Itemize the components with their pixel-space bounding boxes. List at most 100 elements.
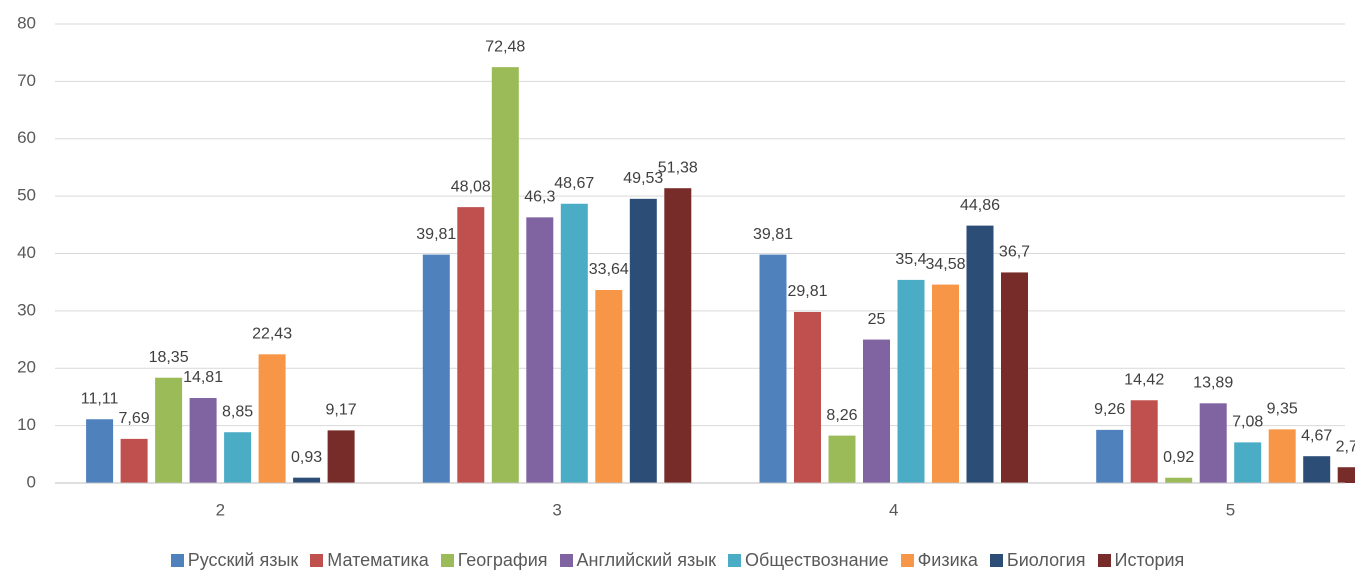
bar bbox=[1096, 429, 1124, 483]
bar bbox=[828, 435, 856, 483]
bar bbox=[293, 477, 321, 483]
legend-label: География bbox=[457, 550, 548, 570]
legend-swatch bbox=[170, 554, 184, 567]
legend-label: Английский язык bbox=[576, 550, 717, 570]
bar bbox=[794, 311, 821, 483]
chart: 0 10 20 30 40 50 60 70 80 2 11,117,69 18,35 14,81 8,8… bbox=[17, 13, 1355, 519]
bar bbox=[526, 217, 554, 483]
bar bbox=[595, 289, 623, 483]
legend-label: История bbox=[1114, 550, 1185, 570]
bar bbox=[155, 377, 183, 483]
value-label: 49,53 bbox=[623, 170, 663, 187]
x-tick-label: 4 bbox=[889, 500, 898, 519]
value-label: 9,35 bbox=[1267, 401, 1298, 418]
bar bbox=[1001, 272, 1028, 483]
bar bbox=[491, 67, 519, 484]
bar bbox=[457, 207, 485, 484]
value-label: 25 bbox=[868, 311, 886, 328]
bar bbox=[189, 398, 217, 483]
bar bbox=[664, 188, 692, 483]
legend-swatch bbox=[1097, 554, 1111, 567]
y-tick-label: 10 bbox=[17, 415, 36, 434]
value-label: 18,35 bbox=[149, 349, 189, 366]
value-label: 51,38 bbox=[658, 159, 698, 176]
value-label: 8,85 bbox=[222, 403, 253, 420]
bar bbox=[966, 225, 994, 483]
legend-item: Физика bbox=[900, 550, 978, 571]
legend-swatch bbox=[989, 554, 1003, 567]
y-tick-label: 80 bbox=[17, 13, 36, 32]
legend-label: Физика bbox=[917, 550, 978, 570]
bar bbox=[422, 254, 450, 483]
value-label: 4,67 bbox=[1301, 427, 1332, 444]
value-label: 22,43 bbox=[252, 326, 292, 343]
bar bbox=[759, 254, 787, 483]
legend-label: Русский язык bbox=[187, 550, 299, 570]
bar bbox=[86, 419, 114, 483]
value-label: 0,93 bbox=[291, 449, 322, 466]
value-label: 14,81 bbox=[183, 369, 223, 386]
legend-label: Математика bbox=[327, 550, 429, 570]
legend-swatch bbox=[728, 554, 742, 567]
bar bbox=[629, 198, 657, 483]
value-label: 39,81 bbox=[416, 226, 456, 243]
bar bbox=[1268, 429, 1296, 483]
value-label: 48,67 bbox=[554, 175, 594, 192]
value-label: 36,7 bbox=[999, 244, 1030, 261]
legend-swatch bbox=[900, 554, 914, 567]
legend: Русский язык Математика География Английски… bbox=[0, 550, 1355, 571]
y-tick-label: 0 bbox=[27, 472, 36, 491]
value-label: 33,64 bbox=[589, 261, 629, 278]
bar bbox=[560, 203, 588, 484]
value-label: 14,42 bbox=[1124, 371, 1164, 388]
bar bbox=[1199, 403, 1227, 483]
bar bbox=[1337, 467, 1355, 483]
legend-item: География bbox=[440, 550, 548, 571]
legend-swatch bbox=[559, 554, 573, 567]
value-label: 46,3 bbox=[524, 189, 555, 206]
legend-label: Биология bbox=[1006, 550, 1086, 570]
y-tick-label: 60 bbox=[17, 128, 36, 147]
value-label: 7,69 bbox=[119, 410, 150, 427]
bar bbox=[120, 438, 148, 483]
value-label: 8,26 bbox=[826, 407, 857, 424]
y-tick-label: 30 bbox=[17, 300, 36, 319]
bar bbox=[327, 430, 355, 483]
bar bbox=[224, 432, 252, 483]
value-label: 72,48 bbox=[485, 38, 525, 55]
value-label: 29,81 bbox=[787, 283, 827, 300]
legend-item: История bbox=[1097, 550, 1185, 571]
bar bbox=[258, 354, 286, 483]
value-label: 48,08 bbox=[451, 178, 491, 195]
legend-item: Биология bbox=[989, 550, 1086, 571]
y-tick-label: 50 bbox=[17, 186, 36, 205]
bar bbox=[1303, 456, 1331, 483]
bar bbox=[1234, 442, 1262, 483]
legend-item: Обществознание bbox=[728, 550, 889, 571]
value-label: 11,11 bbox=[81, 390, 119, 407]
value-label: 39,81 bbox=[753, 226, 793, 243]
y-tick-label: 70 bbox=[17, 71, 36, 90]
x-tick-label: 5 bbox=[1226, 500, 1235, 519]
value-label: 9,17 bbox=[326, 402, 357, 419]
y-tick-label: 40 bbox=[17, 243, 36, 262]
bar bbox=[1130, 400, 1158, 483]
bar bbox=[897, 279, 925, 483]
bar bbox=[932, 284, 959, 483]
bar bbox=[863, 339, 890, 483]
value-label: 44,86 bbox=[960, 197, 1000, 214]
value-label: 9,26 bbox=[1094, 401, 1125, 418]
legend-item: Математика bbox=[310, 550, 429, 571]
value-label: 13,89 bbox=[1193, 375, 1233, 392]
legend-item: Английский язык bbox=[559, 550, 717, 571]
legend-swatch bbox=[440, 554, 454, 567]
value-label: 2,75 bbox=[1336, 438, 1355, 455]
x-tick-label: 2 bbox=[216, 500, 225, 519]
value-label: 0,92 bbox=[1163, 449, 1194, 466]
value-label: 35,4 bbox=[895, 251, 926, 268]
legend-swatch bbox=[310, 554, 324, 567]
legend-item: Русский язык bbox=[170, 550, 299, 571]
value-label: 34,58 bbox=[925, 256, 965, 273]
value-label: 7,08 bbox=[1232, 414, 1263, 431]
